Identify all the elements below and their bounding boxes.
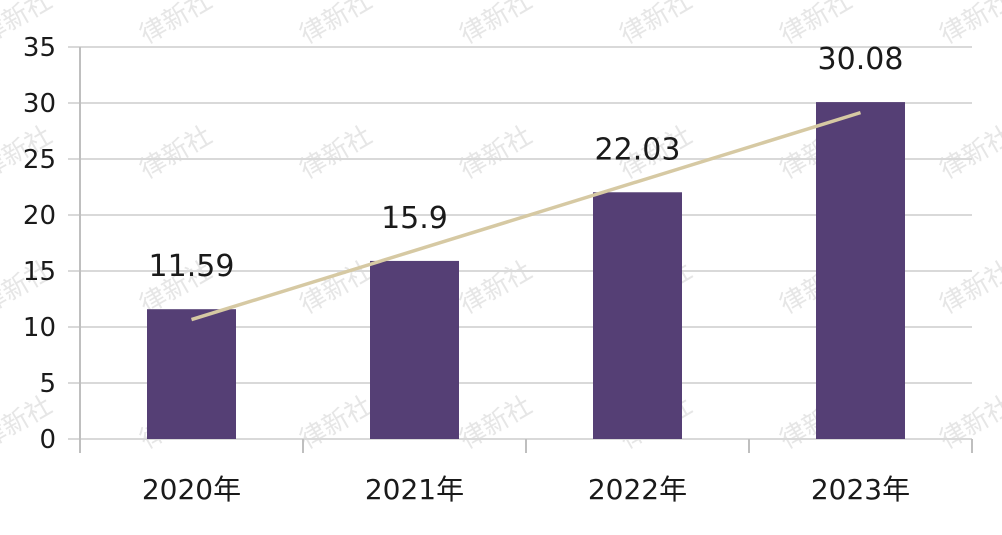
trendline	[190, 110, 862, 322]
x-tick-label: 2021年	[365, 473, 464, 506]
watermark-text: 律新社	[455, 256, 538, 321]
watermark-text: 律新社	[135, 0, 218, 51]
y-tick-label: 25	[23, 145, 56, 175]
watermark-text: 律新社	[935, 0, 1002, 51]
watermark-text: 律新社	[935, 121, 1002, 186]
data-label: 15.9	[381, 201, 448, 236]
watermark-text: 律新社	[455, 0, 538, 51]
y-tick-label: 35	[23, 33, 56, 63]
watermark-text: 律新社	[935, 256, 1002, 321]
watermark-text: 律新社	[935, 391, 1002, 456]
x-tick-label: 2022年	[588, 473, 687, 506]
y-tick-label: 10	[23, 313, 56, 343]
x-axis: 2020年 2021年 2022年 2023年	[79, 439, 973, 506]
bar	[370, 260, 459, 439]
y-axis: 0 5 10 15 20 25 30 35	[23, 33, 81, 455]
watermark-text: 律新社	[455, 391, 538, 456]
x-tick-label: 2020年	[142, 473, 241, 506]
watermark-text: 律新社	[295, 0, 378, 51]
y-tick-label: 5	[39, 369, 56, 399]
watermark-text: 律新社	[615, 0, 698, 51]
bar	[593, 192, 682, 439]
y-tick-label: 20	[23, 201, 56, 231]
watermark-text: 律新社	[295, 121, 378, 186]
watermark-text: 律新社	[135, 121, 218, 186]
y-tick-label: 0	[39, 425, 56, 455]
x-tick-label: 2023年	[811, 473, 910, 506]
bar	[147, 309, 236, 439]
trendline-layer	[190, 110, 862, 322]
y-tick-label: 30	[23, 89, 56, 119]
data-labels: 11.59 15.9 22.03 30.08	[149, 42, 904, 284]
data-label: 30.08	[818, 42, 904, 77]
bar	[816, 102, 905, 439]
watermark-text: 律新社	[295, 391, 378, 456]
bar-series	[147, 102, 905, 439]
data-label: 22.03	[595, 132, 681, 167]
data-label: 11.59	[149, 249, 235, 284]
watermark-text: 律新社	[455, 121, 538, 186]
y-tick-label: 15	[23, 257, 56, 287]
